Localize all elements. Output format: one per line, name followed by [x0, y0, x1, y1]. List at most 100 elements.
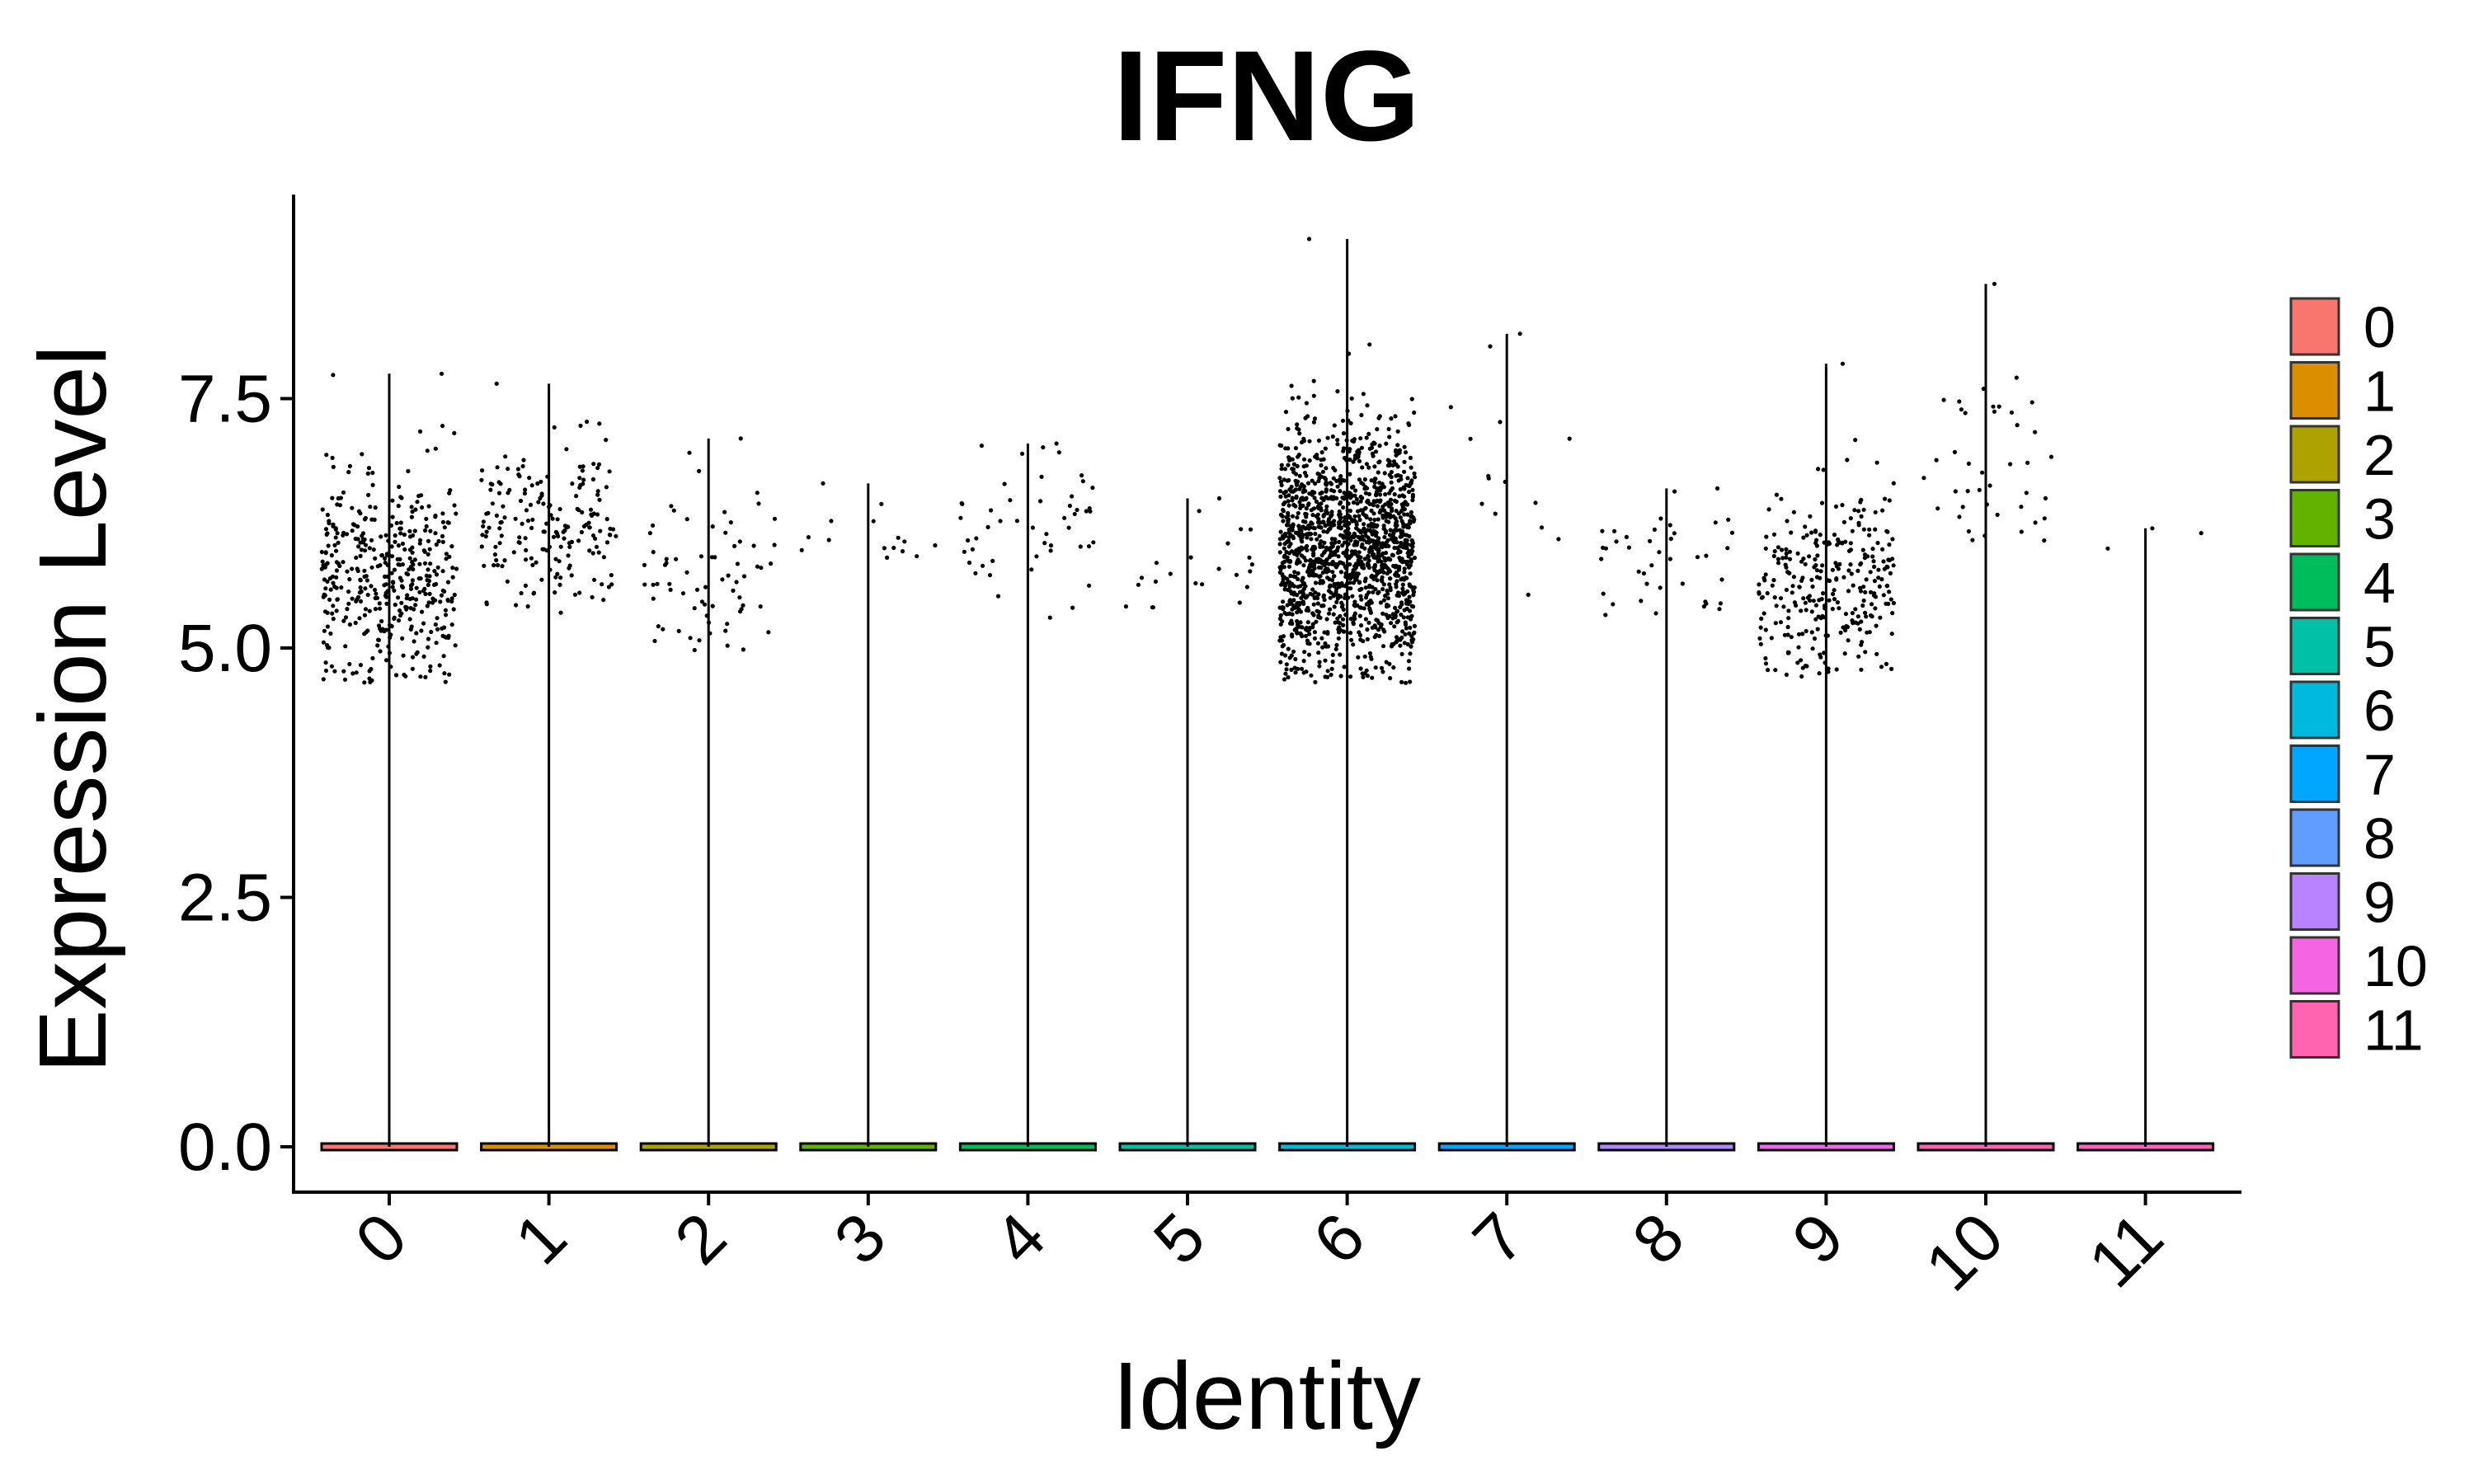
data-point	[704, 613, 709, 618]
data-point	[539, 493, 544, 498]
data-point	[331, 373, 336, 378]
data-point	[523, 487, 528, 492]
data-point	[1311, 393, 1316, 398]
data-point	[1409, 542, 1413, 547]
data-point	[614, 533, 618, 538]
data-point	[1774, 492, 1779, 497]
data-point	[1873, 510, 1878, 514]
violins	[320, 238, 2215, 1152]
data-point	[1796, 632, 1802, 636]
data-point	[1278, 494, 1283, 500]
legend-label: 2	[2363, 423, 2396, 487]
data-point	[772, 542, 777, 547]
data-point	[1325, 644, 1331, 649]
data-point	[1348, 674, 1353, 679]
data-point	[388, 632, 393, 637]
data-point	[1334, 642, 1339, 648]
data-point	[1941, 397, 1946, 402]
data-point	[1333, 565, 1338, 570]
data-point	[1757, 636, 1762, 641]
data-point	[1367, 606, 1372, 611]
data-point	[1957, 514, 1962, 519]
data-point	[604, 517, 609, 522]
data-point	[1313, 481, 1318, 486]
data-point	[737, 609, 743, 614]
data-point	[515, 467, 521, 472]
data-point	[1760, 594, 1765, 599]
data-point	[655, 581, 660, 586]
data-point	[1326, 496, 1331, 501]
data-point	[1840, 361, 1846, 366]
data-point	[1780, 547, 1785, 552]
data-point	[1352, 578, 1358, 583]
data-point	[1398, 515, 1403, 520]
data-point	[1886, 601, 1891, 607]
data-point	[1341, 446, 1346, 451]
data-point	[400, 541, 405, 547]
data-point	[1875, 540, 1880, 546]
data-point	[1286, 674, 1291, 680]
data-point	[1301, 659, 1306, 664]
data-point	[1405, 542, 1410, 547]
data-point	[1387, 463, 1392, 467]
data-point	[1382, 471, 1387, 476]
data-point	[346, 589, 351, 594]
data-point	[1286, 463, 1291, 467]
data-point	[424, 516, 429, 522]
data-point	[1062, 515, 1067, 520]
data-point	[555, 517, 560, 522]
data-point	[393, 602, 397, 608]
data-point	[664, 556, 669, 561]
data-point	[444, 556, 449, 561]
data-point	[1327, 585, 1332, 589]
data-point	[1411, 588, 1416, 593]
data-point	[1345, 408, 1350, 413]
data-point	[1357, 477, 1362, 482]
data-point	[1337, 539, 1342, 545]
data-point	[394, 520, 399, 526]
data-point	[1757, 582, 1761, 587]
data-point	[1342, 540, 1347, 545]
data-point	[1302, 525, 1307, 530]
data-point	[359, 589, 364, 594]
data-point	[1375, 578, 1380, 583]
data-point	[1197, 509, 1202, 514]
data-point	[1395, 635, 1399, 640]
data-point	[1641, 571, 1646, 576]
data-point	[1703, 599, 1708, 604]
data-point	[1842, 651, 1847, 656]
data-point	[1837, 606, 1841, 611]
data-point	[1799, 608, 1804, 613]
data-point	[410, 510, 415, 514]
data-point	[1533, 500, 1538, 505]
data-point	[360, 533, 365, 538]
data-point	[1316, 650, 1321, 655]
data-point	[1396, 594, 1401, 599]
data-point	[1136, 582, 1141, 587]
data-point	[486, 510, 491, 516]
data-point	[1333, 589, 1338, 594]
data-point	[363, 607, 369, 612]
data-point	[409, 514, 414, 519]
data-point	[564, 525, 569, 530]
data-point	[1367, 549, 1372, 555]
data-point	[1389, 621, 1394, 626]
data-point	[354, 670, 359, 675]
data-point	[404, 605, 409, 610]
data-point	[591, 462, 596, 467]
data-point	[1293, 656, 1298, 662]
data-point	[479, 544, 484, 549]
data-point	[2030, 400, 2034, 405]
data-point	[1310, 592, 1315, 597]
data-point	[1389, 644, 1394, 649]
data-point	[1379, 559, 1384, 565]
data-point	[1395, 519, 1399, 524]
data-point	[350, 671, 355, 676]
data-point	[1401, 524, 1406, 529]
data-point	[1299, 545, 1304, 550]
data-point	[1600, 528, 1605, 533]
data-point	[1401, 589, 1406, 595]
data-point	[1357, 613, 1362, 618]
data-point	[1848, 547, 1853, 552]
data-point	[1346, 501, 1351, 506]
